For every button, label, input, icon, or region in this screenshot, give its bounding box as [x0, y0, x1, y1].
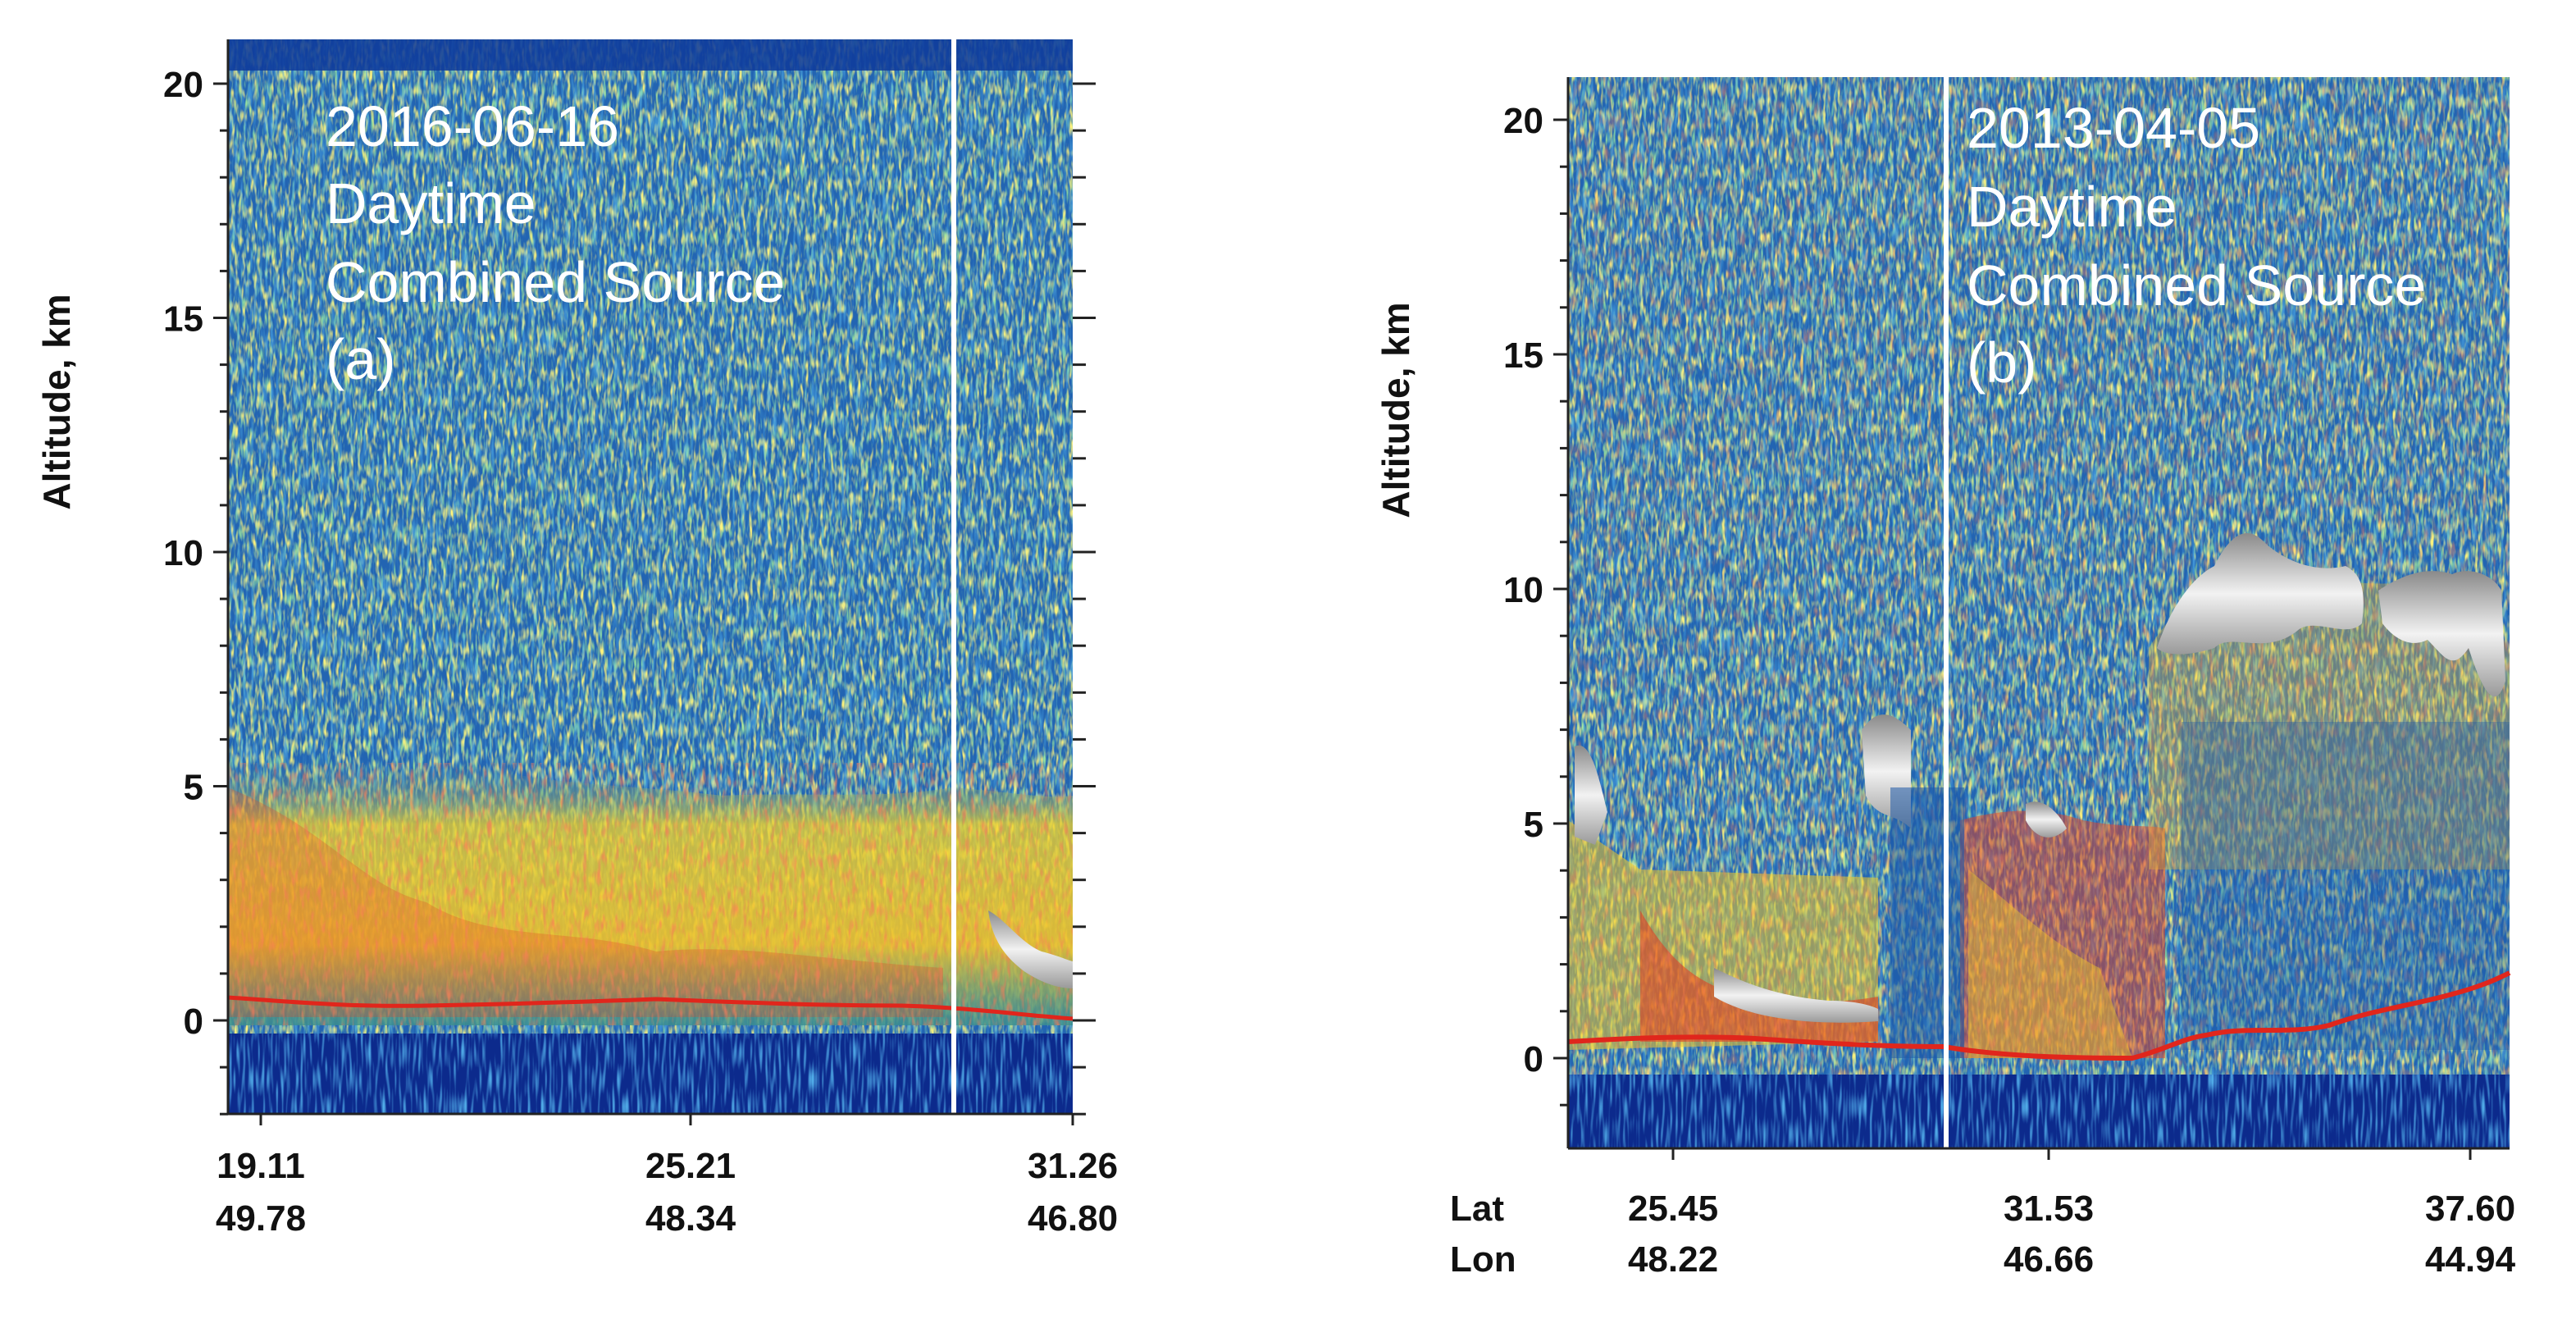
- panel-a-annotation: 2016-06-16 Daytime Combined Source (a): [326, 94, 785, 391]
- y-tick-label: 0: [1524, 1039, 1543, 1079]
- panel-a-label: (a): [326, 327, 396, 391]
- panel-b-plot: [1567, 77, 2511, 1148]
- surface-elevation-line-b: [1567, 970, 2511, 1061]
- panel-a-plot: [227, 39, 1074, 1114]
- panel-a-axes: 0 5 10 15 20 Altitude, km 19.11 49.78 25.21 48.34…: [35, 39, 1118, 1239]
- y-tick-label: 5: [184, 768, 203, 808]
- x-tick-lon: 48.34: [645, 1198, 736, 1239]
- x-tick-lon: 49.78: [216, 1198, 306, 1239]
- row-label-lon: Lon: [1450, 1239, 1516, 1280]
- y-tick-label: 20: [1503, 101, 1543, 141]
- y-tick-label: 0: [184, 1002, 203, 1042]
- x-tick-lat: 25.21: [645, 1146, 736, 1186]
- y-axis-title: Altitude, km: [1375, 302, 1417, 518]
- x-tick-lon: 46.66: [2004, 1239, 2094, 1280]
- x-tick-lat: 31.26: [1028, 1146, 1118, 1186]
- panel-b-source: Combined Source: [1967, 253, 2426, 317]
- surface-elevation-line: [227, 995, 1074, 1021]
- x-tick-lat: 25.45: [1628, 1189, 1718, 1229]
- panel-a-source: Combined Source: [326, 250, 785, 314]
- x-tick-lat: 19.11: [217, 1146, 305, 1186]
- panel-b-annotation: 2013-04-05 Daytime Combined Source (b): [1967, 96, 2426, 395]
- panel-b-axes: 0 5 10 15 20 Altitude, km 25.45 48.22 31.53 46.66…: [1375, 77, 2516, 1280]
- panel-b-label: (b): [1967, 331, 2037, 395]
- x-tick-lon: 46.80: [1028, 1198, 1118, 1239]
- x-tick-lat: 31.53: [2004, 1189, 2094, 1229]
- panel-b: 0 5 10 15 20 Altitude, km 25.45 48.22 31.53 46.66…: [1375, 77, 2516, 1280]
- panel-a: 0 5 10 15 20 Altitude, km 19.11 49.78 25.21 48.34…: [35, 39, 1118, 1239]
- panel-a-date: 2016-06-16: [326, 94, 619, 158]
- y-tick-label: 20: [163, 65, 203, 105]
- data-gap-line: [951, 39, 956, 1114]
- panel-b-time: Daytime: [1967, 175, 2177, 239]
- panel-b-date: 2013-04-05: [1967, 96, 2260, 160]
- y-tick-label: 10: [163, 533, 203, 573]
- y-axis-title: Altitude, km: [35, 294, 78, 509]
- x-tick-lat: 37.60: [2425, 1189, 2515, 1229]
- data-gap-line-b: [1944, 77, 1949, 1148]
- y-tick-label: 5: [1524, 805, 1543, 845]
- panel-a-time: Daytime: [326, 171, 536, 235]
- y-tick-label: 15: [1503, 335, 1543, 376]
- x-tick-lon: 48.22: [1628, 1239, 1718, 1280]
- y-tick-label: 10: [1503, 570, 1543, 610]
- y-tick-label: 15: [163, 299, 203, 340]
- x-tick-lon: 44.94: [2425, 1239, 2516, 1280]
- row-label-lat: Lat: [1450, 1189, 1504, 1229]
